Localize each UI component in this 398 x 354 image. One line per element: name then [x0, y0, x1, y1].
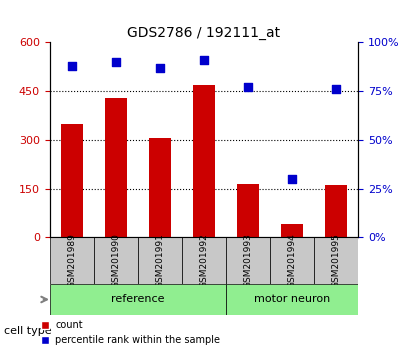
Text: GSM201995: GSM201995	[332, 233, 341, 288]
Bar	[149, 138, 171, 237]
Bar	[61, 124, 83, 237]
Point	[157, 65, 163, 71]
FancyBboxPatch shape	[94, 237, 138, 284]
Text: GSM201992: GSM201992	[199, 233, 209, 288]
Text: GSM201990: GSM201990	[111, 233, 120, 288]
FancyBboxPatch shape	[182, 237, 226, 284]
FancyBboxPatch shape	[270, 237, 314, 284]
Text: GSM201991: GSM201991	[155, 233, 164, 288]
Bar	[237, 184, 259, 237]
Bar	[325, 185, 347, 237]
Bar	[193, 85, 215, 237]
Text: GSM201994: GSM201994	[288, 233, 297, 288]
Text: motor neuron: motor neuron	[254, 295, 330, 304]
FancyBboxPatch shape	[50, 237, 94, 284]
FancyBboxPatch shape	[226, 284, 358, 315]
Point	[113, 59, 119, 65]
Text: GSM201993: GSM201993	[244, 233, 253, 288]
Point	[68, 63, 75, 69]
FancyBboxPatch shape	[50, 284, 226, 315]
Point	[245, 85, 251, 90]
Point	[289, 176, 295, 182]
Text: GSM201989: GSM201989	[67, 233, 76, 288]
Title: GDS2786 / 192111_at: GDS2786 / 192111_at	[127, 26, 281, 40]
Legend: count, percentile rank within the sample: count, percentile rank within the sample	[37, 316, 224, 349]
Bar	[281, 224, 303, 237]
FancyBboxPatch shape	[314, 237, 358, 284]
FancyBboxPatch shape	[138, 237, 182, 284]
Point	[201, 57, 207, 63]
Text: reference: reference	[111, 295, 165, 304]
FancyBboxPatch shape	[226, 237, 270, 284]
Point	[333, 86, 339, 92]
Bar	[105, 98, 127, 237]
Text: cell type: cell type	[4, 326, 52, 336]
